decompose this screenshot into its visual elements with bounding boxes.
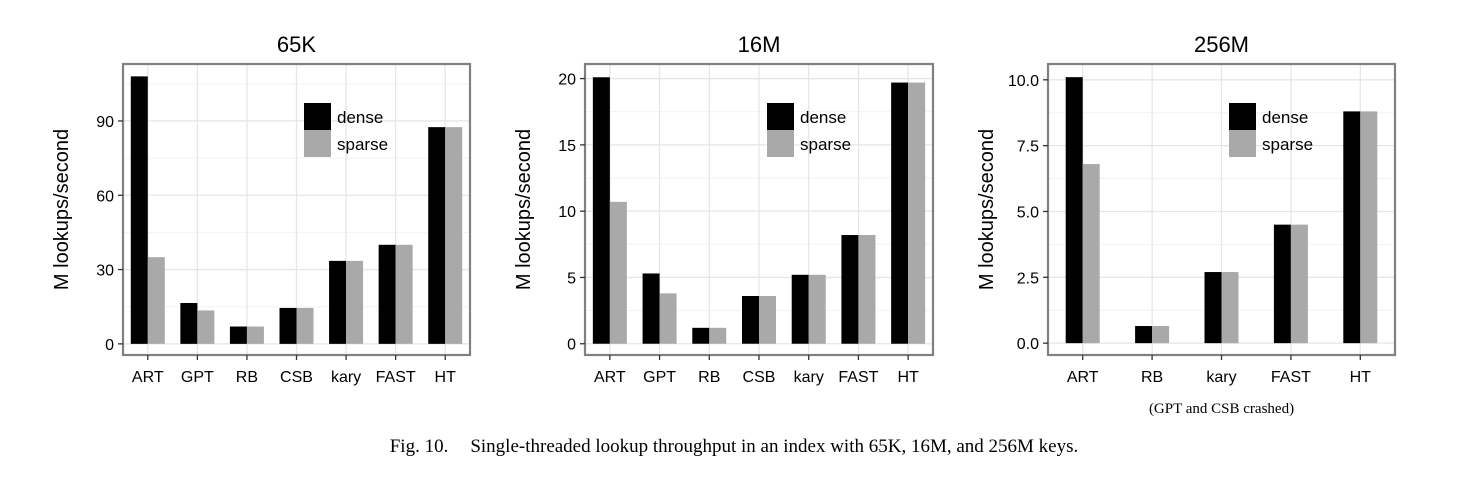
y-tick-label: 2.5 [1017,270,1039,287]
bar-sparse-kary [1221,272,1239,344]
legend-label-sparse: sparse [337,135,388,154]
y-axis-label: M lookups/second [976,129,998,290]
x-tick-label: RB [1141,369,1163,386]
bar-dense-GPT [642,273,660,344]
x-tick-label: kary [794,369,824,386]
x-tick-label: GPT [643,369,676,386]
bar-dense-FAST [1273,224,1291,344]
legend-label-dense: dense [337,108,383,127]
legend-swatch-dense [1229,103,1256,130]
x-tick-label: ART [594,369,626,386]
y-tick-label: 10.0 [1008,73,1039,90]
y-tick-label: 15 [558,138,576,155]
axis-note: (GPT and CSB crashed) [1149,401,1294,417]
chart-title: 65K [277,32,316,57]
x-tick-label: CSB [743,369,776,386]
bar-sparse-CSB [759,296,776,344]
figure-caption: Fig. 10. Single-threaded lookup throughpu… [0,436,1468,458]
legend-label-dense: dense [800,108,846,127]
bar-dense-FAST [378,244,396,344]
y-tick-label: 60 [96,188,114,205]
bar-dense-HT [891,82,909,344]
y-tick-label: 5.0 [1017,204,1039,221]
y-tick-label: 5 [567,270,576,287]
figure-panels: 0 30 60 90 ART GPT RB CSB kary FAST HT 65K M lookups… [51,32,1397,417]
y-tick-label: 20 [558,72,576,89]
bar-dense-kary [329,260,347,344]
legend-label-sparse: sparse [800,135,851,154]
legend-swatch-sparse [767,130,794,157]
bar-sparse-RB [709,327,727,344]
bar-sparse-FAST [395,244,413,344]
bar-sparse-ART [147,257,165,344]
bar-sparse-HT [1360,111,1378,344]
caption-label: Fig. 10. [389,436,449,457]
y-tick-label: 90 [96,114,114,131]
bar-dense-HT [1343,111,1361,344]
bar-sparse-ART [1082,164,1100,344]
legend-swatch-dense [304,103,331,130]
x-tick-label: ART [132,369,164,386]
x-tick-label: FAST [376,369,416,386]
bar-dense-RB [1135,326,1153,344]
bar-sparse-FAST [858,235,876,344]
y-tick-label: 0 [105,337,114,354]
chart-panel-2: 0 5 10 15 20 ART GPT RB CSB kary FAST HT 16M M lookup… [513,32,935,386]
legend-swatch-sparse [304,130,331,157]
bar-dense-CSB [279,307,297,344]
bar-dense-HT [428,127,446,344]
x-tick-label: HT [897,369,919,386]
y-tick-label: 10 [558,204,576,221]
chart-panel-3: 0.0 2.5 5.0 7.5 10.0 ART RB kary FAST HT 256M M loo… [976,32,1397,417]
bar-sparse-FAST [1290,224,1308,344]
chart-title: 256M [1194,32,1249,57]
bar-dense-RB [692,327,710,344]
y-axis-label: M lookups/second [51,129,73,290]
legend-label-dense: dense [1262,108,1308,127]
bar-sparse-kary [346,260,364,344]
y-axis-label: M lookups/second [513,129,535,290]
x-tick-label: FAST [838,369,878,386]
bar-sparse-RB [1152,326,1170,344]
y-tick-label: 0 [567,337,576,354]
bar-dense-kary [791,274,809,344]
bar-sparse-HT [908,82,926,344]
bar-dense-GPT [180,302,198,344]
x-tick-label: GPT [181,369,214,386]
x-tick-label: RB [698,369,720,386]
bar-sparse-HT [445,127,463,344]
bar-dense-ART [1065,77,1083,344]
chart-title: 16M [738,32,781,57]
bar-sparse-RB [246,326,264,344]
x-tick-label: kary [331,369,361,386]
y-tick-label: 0.0 [1017,336,1039,353]
bar-sparse-ART [609,201,627,344]
bar-sparse-kary [808,274,826,344]
bar-dense-ART [592,77,610,344]
x-tick-label: ART [1067,369,1099,386]
x-tick-label: HT [435,369,457,386]
caption-text: Single-threaded lookup throughput in an … [470,436,1079,457]
legend-swatch-dense [767,103,794,130]
x-tick-label: HT [1350,369,1372,386]
bar-dense-RB [229,326,247,344]
bar-sparse-GPT [197,310,215,344]
x-tick-label: FAST [1271,369,1311,386]
bar-dense-FAST [841,235,859,344]
bar-dense-kary [1204,272,1222,344]
y-tick-label: 7.5 [1017,139,1039,156]
x-tick-label: kary [1206,369,1236,386]
x-tick-label: RB [236,369,258,386]
bar-sparse-CSB [296,307,314,344]
bar-sparse-GPT [659,293,677,344]
chart-panel-1: 0 30 60 90 ART GPT RB CSB kary FAST HT 65K M lookups… [51,32,472,386]
legend-swatch-sparse [1229,130,1256,157]
bar-dense-ART [130,76,148,344]
bar-dense-CSB [742,296,759,344]
x-tick-label: CSB [280,369,313,386]
y-tick-label: 30 [96,263,114,280]
legend-label-sparse: sparse [1262,135,1313,154]
